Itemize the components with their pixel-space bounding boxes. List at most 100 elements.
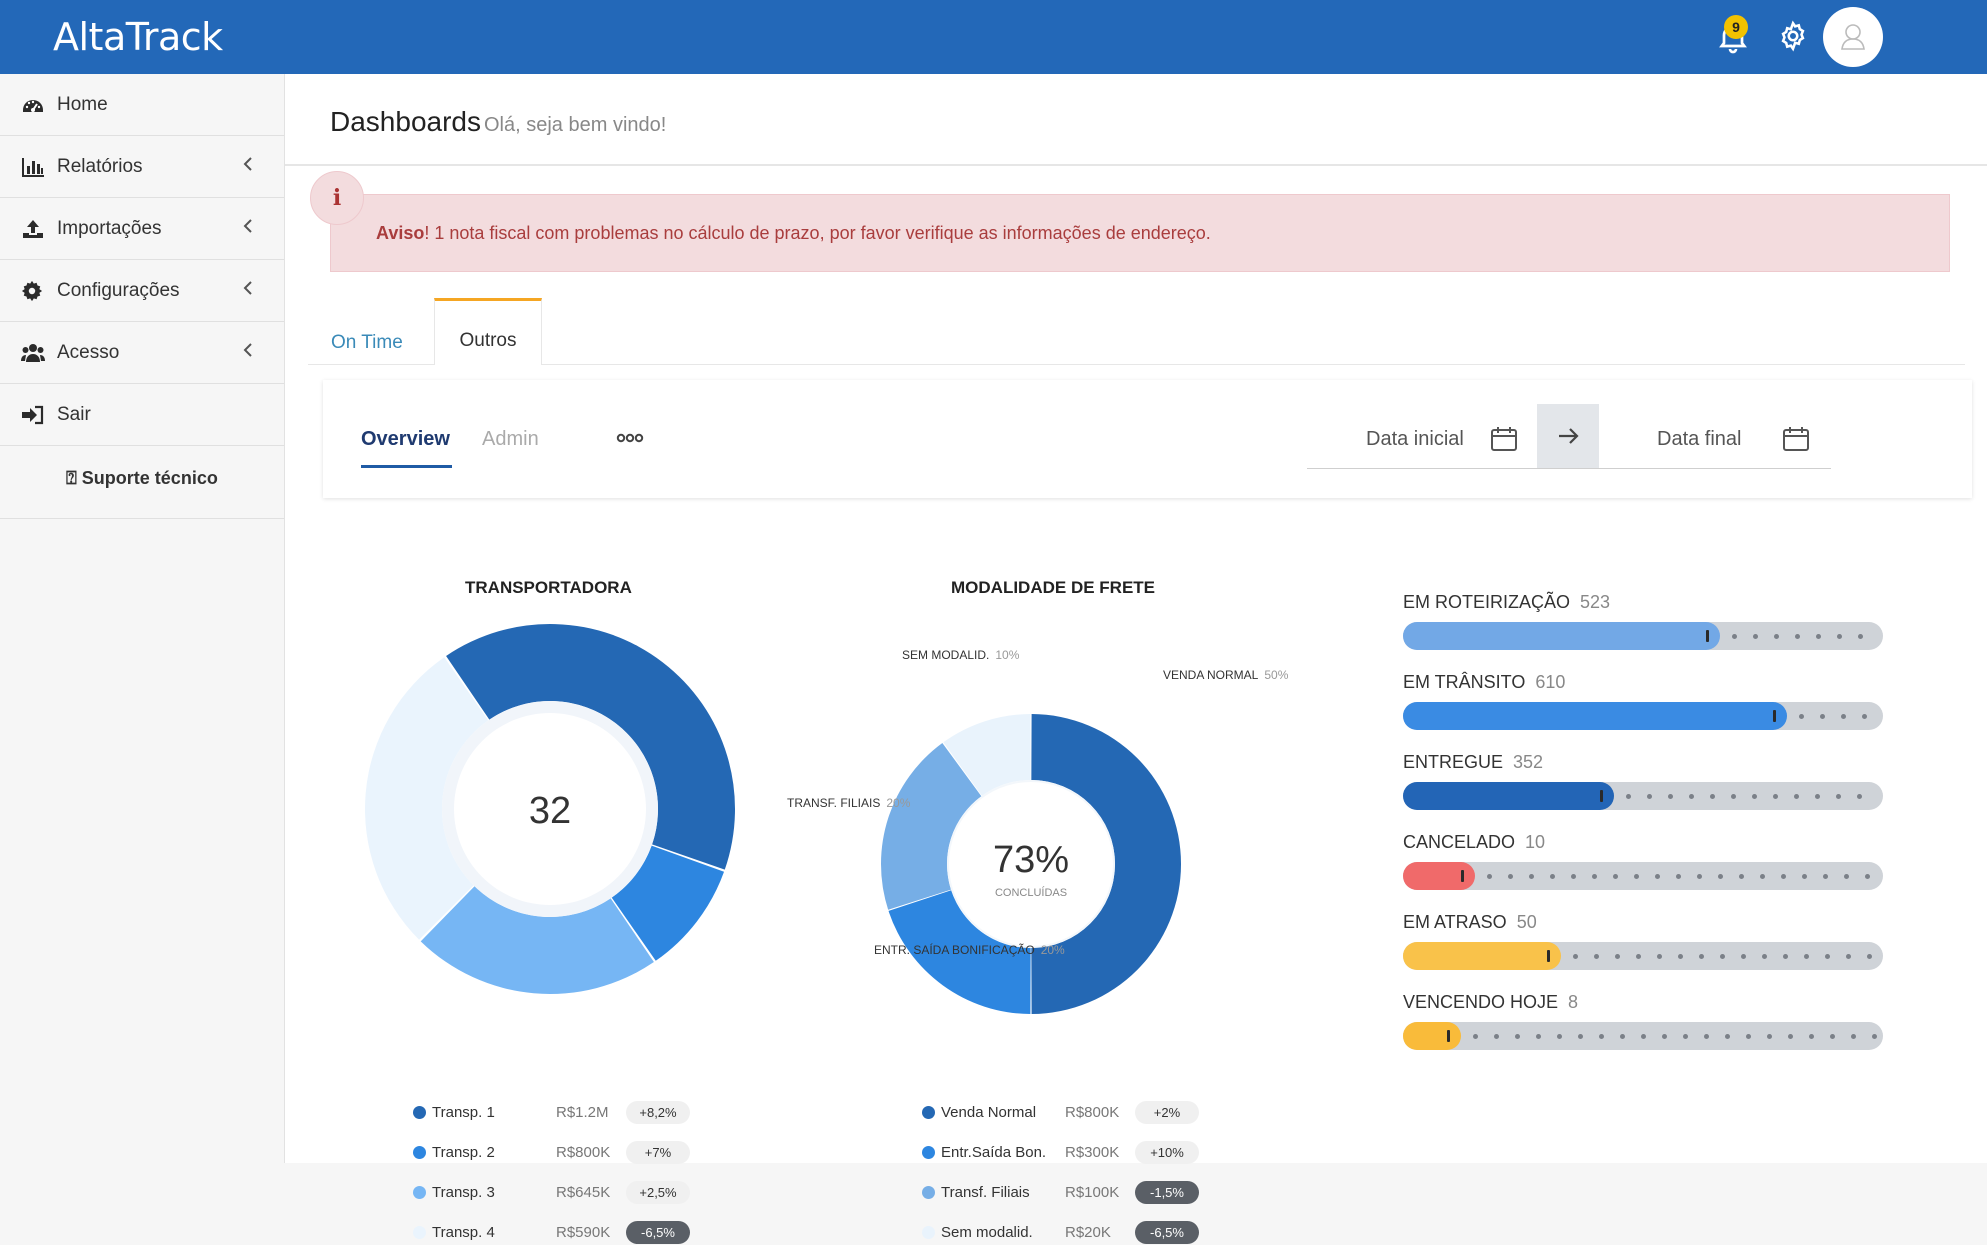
track-dot [1837, 634, 1842, 639]
legend-value: R$800K [1065, 1104, 1120, 1121]
status-count: 523 [1580, 592, 1611, 612]
legend-change-badge: +10% [1135, 1141, 1199, 1164]
track-dot [1634, 874, 1639, 879]
donut-slice-1[interactable] [1031, 714, 1182, 1014]
track-dot [1752, 794, 1757, 799]
slice-label-name: SEM MODALID. [902, 648, 990, 662]
track-dot [1774, 634, 1779, 639]
donut-center-value: 73% [993, 839, 1069, 881]
sidebar-item-relatorios[interactable]: Relatórios [0, 136, 284, 198]
start-date-input[interactable]: Data inicial [1366, 428, 1464, 450]
sign-out-icon [21, 404, 45, 426]
tab-label: Outros [459, 330, 517, 351]
transportadora-donut: 32 [364, 624, 735, 994]
donut-slice-4[interactable] [364, 657, 489, 940]
calendar-icon[interactable] [1782, 426, 1810, 452]
page-title: Dashboards [330, 106, 481, 137]
legend-item: Venda Normal R$800K +2% [922, 1101, 1242, 1125]
tab-outros[interactable]: Outros [434, 298, 542, 365]
status-progress-bar [1403, 1022, 1883, 1050]
legend-value: R$590K [556, 1224, 611, 1241]
status-progress-fill [1403, 1022, 1461, 1050]
sidebar-item-acesso[interactable]: Acesso [0, 322, 284, 384]
calendar-icon[interactable] [1490, 426, 1518, 452]
legend-item: Transp. 1 R$1.2M +8,2% [413, 1101, 733, 1125]
legend-value: R$645K [556, 1184, 611, 1201]
donut-center-value: 32 [529, 790, 571, 832]
support-link[interactable]: ⍰ Suporte técnico [0, 446, 284, 519]
track-dot [1641, 1034, 1646, 1039]
track-dot [1718, 874, 1723, 879]
track-dot [1781, 874, 1786, 879]
slice-label-value: 20% [1040, 943, 1065, 957]
track-dot [1857, 794, 1862, 799]
progress-marker [1773, 710, 1776, 722]
subtab-overview[interactable]: Overview [361, 428, 450, 450]
track-dot [1746, 1034, 1751, 1039]
track-dot [1809, 1034, 1814, 1039]
track-dot [1529, 874, 1534, 879]
progress-marker [1600, 790, 1603, 802]
legend-dot [413, 1226, 426, 1239]
sidebar-item-configuracoes[interactable]: Configurações [0, 260, 284, 322]
legend-value: R$20K [1065, 1224, 1111, 1241]
subtab-admin[interactable]: Admin [482, 428, 539, 450]
donut-center [949, 782, 1113, 946]
support-label: ⍰ Suporte técnico [66, 468, 218, 488]
progress-marker [1547, 950, 1550, 962]
donut-slice-2[interactable] [888, 890, 1031, 1014]
alert-strong: Aviso [376, 223, 425, 243]
sidebar-item-sair[interactable]: Sair [0, 384, 284, 446]
donut-slice-3[interactable] [420, 886, 654, 994]
legend-item: Entr.Saída Bon. R$300K +10% [922, 1141, 1242, 1165]
legend-dot [413, 1106, 426, 1119]
track-dot [1573, 954, 1578, 959]
track-dot [1704, 1034, 1709, 1039]
track-dot [1689, 794, 1694, 799]
track-dot [1676, 874, 1681, 879]
track-dot [1626, 794, 1631, 799]
more-options-icon[interactable] [616, 428, 644, 448]
track-dot [1739, 874, 1744, 879]
donut-slice-4[interactable] [943, 714, 1031, 796]
gear-icon[interactable] [1776, 19, 1812, 55]
gear-icon [21, 280, 45, 302]
track-dot [1494, 1034, 1499, 1039]
track-dot [1820, 714, 1825, 719]
track-dot [1508, 874, 1513, 879]
end-date-input[interactable]: Data final [1657, 428, 1742, 450]
track-dot [1592, 874, 1597, 879]
track-dot [1678, 954, 1683, 959]
track-dot [1550, 874, 1555, 879]
sidebar-item-home[interactable]: Home [0, 74, 284, 136]
status-count: 10 [1525, 832, 1546, 852]
track-dot [1867, 954, 1872, 959]
track-dot [1636, 954, 1641, 959]
track-dot [1710, 794, 1715, 799]
dashboard-icon [21, 94, 45, 116]
status-count: 50 [1516, 912, 1537, 932]
avatar[interactable] [1823, 7, 1883, 67]
sidebar-item-importacoes[interactable]: Importações [0, 198, 284, 260]
track-dot [1725, 1034, 1730, 1039]
legend-value: R$300K [1065, 1144, 1120, 1161]
donut-slice-1[interactable] [446, 624, 735, 870]
track-dot [1515, 1034, 1520, 1039]
slice-label: TRANSF. FILIAIS 20% [787, 796, 910, 810]
status-name: VENCENDO HOJE [1403, 992, 1559, 1012]
chevron-left-icon [241, 342, 255, 358]
tab-on-time[interactable]: On Time [331, 332, 403, 353]
donut-slice-3[interactable] [881, 743, 982, 910]
status-name: CANCELADO [1403, 832, 1516, 852]
arrow-right-icon [1559, 428, 1579, 444]
bar-chart-icon [21, 156, 45, 178]
alert-body: ! 1 nota fiscal com problemas no cálculo… [424, 223, 1211, 243]
brand-logo[interactable]: AltaTrack [53, 15, 223, 59]
track-dot [1613, 874, 1618, 879]
track-dot [1473, 1034, 1478, 1039]
status-progress-bar [1403, 622, 1883, 650]
track-dot [1862, 714, 1867, 719]
donut-slice-2[interactable] [611, 845, 725, 961]
status-count: 8 [1568, 992, 1579, 1012]
track-dot [1578, 1034, 1583, 1039]
